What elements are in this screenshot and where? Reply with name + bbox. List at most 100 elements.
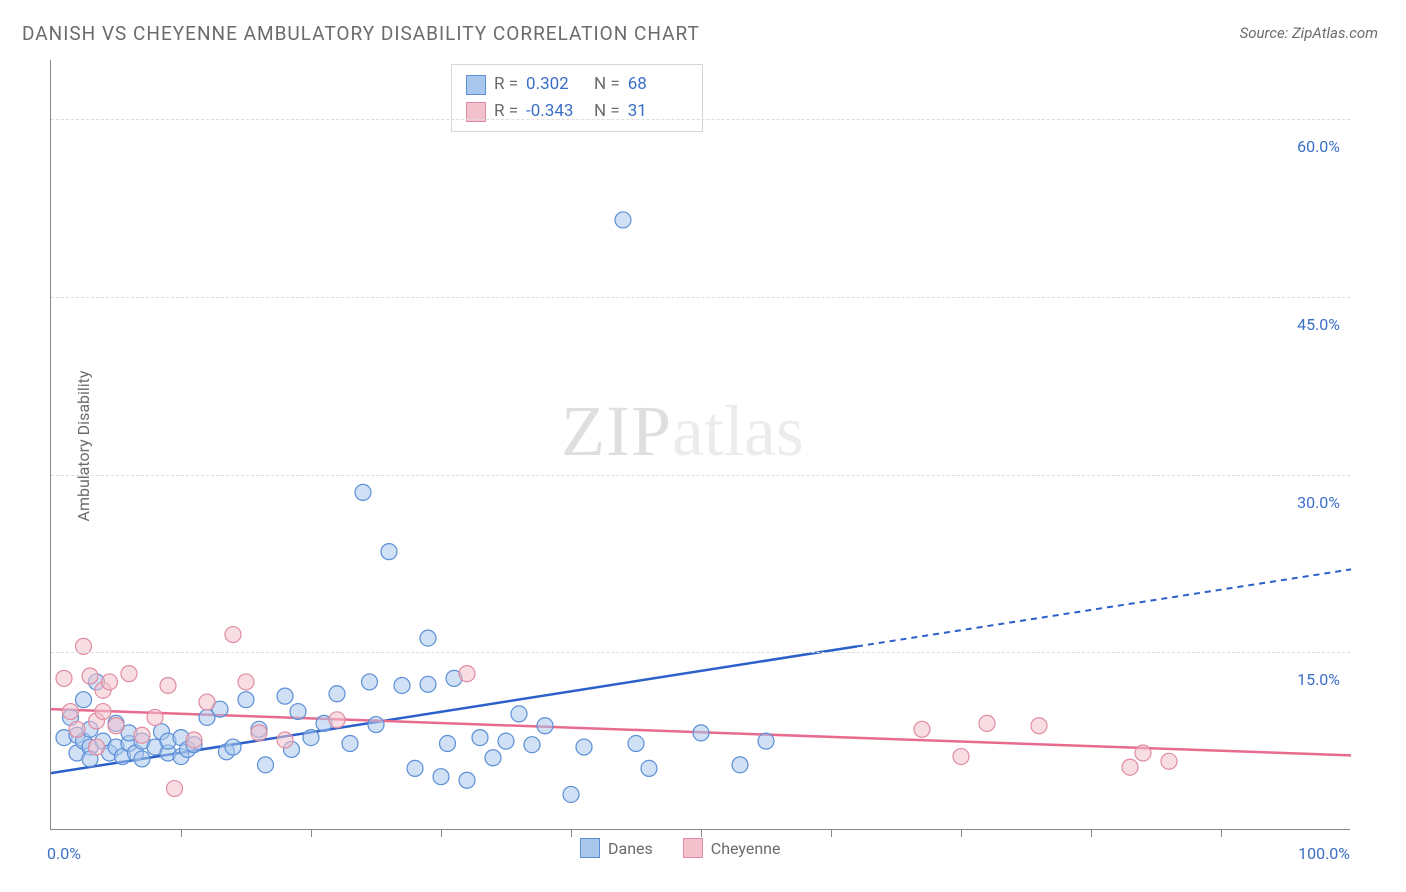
legend-swatch xyxy=(580,838,600,858)
legend-swatch xyxy=(466,75,486,95)
data-point xyxy=(277,732,293,748)
x-tick xyxy=(311,829,312,837)
series-legend-item: Cheyenne xyxy=(683,838,781,858)
data-point xyxy=(199,694,215,710)
data-point xyxy=(420,676,436,692)
x-tick xyxy=(701,829,702,837)
data-point xyxy=(251,725,267,741)
x-tick xyxy=(1221,829,1222,837)
data-point xyxy=(76,692,92,708)
legend-r-label: R = xyxy=(494,71,518,98)
data-point xyxy=(440,736,456,752)
data-point xyxy=(82,668,98,684)
data-point xyxy=(979,715,995,731)
data-point xyxy=(225,627,241,643)
x-tick xyxy=(1091,829,1092,837)
data-point xyxy=(1135,745,1151,761)
data-point xyxy=(368,717,384,733)
series-legend-label: Cheyenne xyxy=(711,839,781,858)
data-point xyxy=(381,544,397,560)
plot-area: ZIPatlas R =0.302N =68R =-0.343N =31 15.… xyxy=(50,60,1350,830)
data-point xyxy=(628,736,644,752)
data-point xyxy=(134,727,150,743)
data-point xyxy=(258,757,274,773)
data-point xyxy=(511,706,527,722)
legend-swatch xyxy=(683,838,703,858)
data-point xyxy=(147,709,163,725)
series-legend-label: Danes xyxy=(608,839,653,858)
data-point xyxy=(615,212,631,228)
chart-title: DANISH VS CHEYENNE AMBULATORY DISABILITY… xyxy=(22,22,700,45)
legend-n-value: 31 xyxy=(628,98,688,125)
data-point xyxy=(342,736,358,752)
data-point xyxy=(238,692,254,708)
data-point xyxy=(89,739,105,755)
series-legend-item: Danes xyxy=(580,838,653,858)
data-point xyxy=(459,772,475,788)
gridline xyxy=(51,297,1350,298)
data-point xyxy=(472,730,488,746)
x-tick xyxy=(831,829,832,837)
data-point xyxy=(394,677,410,693)
legend-r-value: 0.302 xyxy=(526,71,586,98)
data-point xyxy=(329,712,345,728)
gridline xyxy=(51,119,1350,120)
data-point xyxy=(732,757,748,773)
data-point xyxy=(56,670,72,686)
data-point xyxy=(914,721,930,737)
data-point xyxy=(641,760,657,776)
data-point xyxy=(576,739,592,755)
data-point xyxy=(563,786,579,802)
data-point xyxy=(167,781,183,797)
data-point xyxy=(225,739,241,755)
data-point xyxy=(362,674,378,690)
legend-n-value: 68 xyxy=(628,71,688,98)
data-point xyxy=(121,666,137,682)
legend-n-label: N = xyxy=(594,98,620,125)
legend-row: R = 0.302 N = 68 xyxy=(466,71,688,98)
trend-line-dashed xyxy=(857,569,1351,646)
data-point xyxy=(420,630,436,646)
y-tick-label: 30.0% xyxy=(1297,493,1340,512)
data-point xyxy=(134,751,150,767)
data-point xyxy=(524,737,540,753)
x-tick-label-end: 100.0% xyxy=(1298,844,1350,863)
legend-r-label: R = xyxy=(494,98,518,125)
data-point xyxy=(238,674,254,690)
data-point xyxy=(160,677,176,693)
data-point xyxy=(459,666,475,682)
data-point xyxy=(102,674,118,690)
data-point xyxy=(69,721,85,737)
y-tick-label: 45.0% xyxy=(1297,315,1340,334)
gridline xyxy=(51,652,1350,653)
y-tick-label: 60.0% xyxy=(1297,137,1340,156)
x-tick xyxy=(571,829,572,837)
data-point xyxy=(537,718,553,734)
data-point xyxy=(186,732,202,748)
x-tick xyxy=(181,829,182,837)
data-point xyxy=(485,750,501,766)
y-tick-label: 15.0% xyxy=(1297,670,1340,689)
data-point xyxy=(1031,718,1047,734)
data-point xyxy=(953,749,969,765)
data-point xyxy=(95,704,111,720)
data-point xyxy=(1161,753,1177,769)
legend-r-value: -0.343 xyxy=(526,98,586,125)
data-point xyxy=(498,733,514,749)
legend-n-label: N = xyxy=(594,71,620,98)
x-tick-label-start: 0.0% xyxy=(47,844,81,863)
source-label: Source: ZipAtlas.com xyxy=(1240,24,1378,42)
legend-row: R = -0.343 N = 31 xyxy=(466,98,688,125)
data-point xyxy=(355,484,371,500)
x-tick xyxy=(441,829,442,837)
data-point xyxy=(277,688,293,704)
data-point xyxy=(329,686,345,702)
gridline xyxy=(51,475,1350,476)
data-point xyxy=(1122,759,1138,775)
plot-svg xyxy=(51,60,1350,829)
data-point xyxy=(693,725,709,741)
data-point xyxy=(303,730,319,746)
x-tick xyxy=(961,829,962,837)
data-point xyxy=(63,704,79,720)
correlation-legend: R = 0.302 N = 68 R = -0.343 N = 31 xyxy=(451,64,703,132)
